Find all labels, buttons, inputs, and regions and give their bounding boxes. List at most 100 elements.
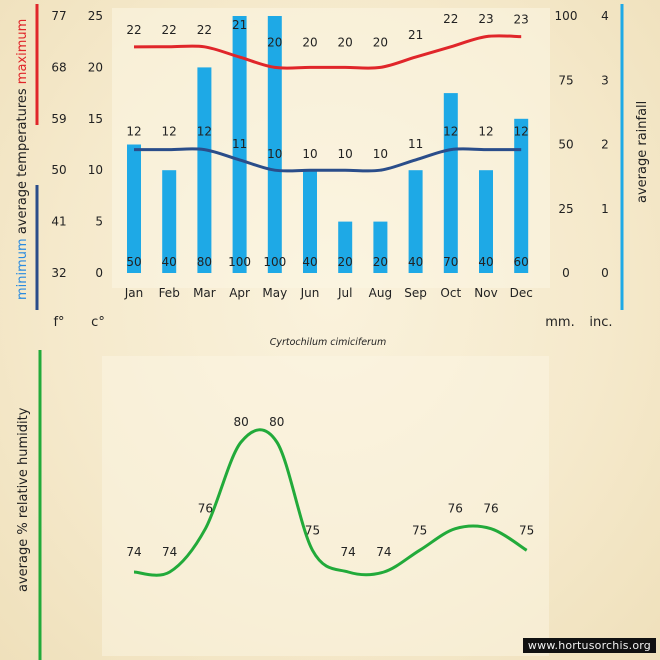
maximum-data-label: 21 bbox=[232, 18, 247, 32]
rainfall-bar bbox=[127, 144, 141, 273]
humidity-data-label: 75 bbox=[305, 523, 320, 537]
maximum-data-label: 20 bbox=[267, 35, 282, 49]
humidity-axis-title: average % relative humidity bbox=[16, 407, 31, 592]
fahrenheit-unit-label: f° bbox=[53, 315, 64, 330]
rainfall-bar bbox=[408, 170, 423, 273]
celsius-tick-label: 25 bbox=[88, 9, 103, 23]
rainfall-data-label: 20 bbox=[338, 255, 353, 269]
rainfall-bar bbox=[479, 170, 493, 273]
inch-tick-label: 0 bbox=[601, 266, 609, 280]
maximum-data-label: 23 bbox=[478, 12, 493, 26]
left-axis-title-minimum: minimum bbox=[15, 238, 30, 300]
credit-label: www.hortusorchis.org bbox=[522, 638, 656, 653]
maximum-data-label: 23 bbox=[514, 13, 529, 27]
maximum-data-label: 22 bbox=[162, 23, 177, 37]
minimum-data-label: 12 bbox=[162, 125, 177, 139]
mm-tick-label: 75 bbox=[558, 73, 573, 87]
rainfall-data-label: 40 bbox=[478, 255, 493, 269]
humidity-data-label: 74 bbox=[162, 545, 177, 559]
inch-tick-label: 4 bbox=[601, 9, 609, 23]
maximum-temperature-line bbox=[133, 34, 522, 70]
minimum-data-label: 11 bbox=[408, 137, 423, 151]
rainfall-bar bbox=[162, 170, 177, 273]
fahrenheit-tick-label: 59 bbox=[51, 112, 66, 126]
month-tick-label: Oct bbox=[440, 286, 461, 300]
rainfall-data-label: 40 bbox=[302, 255, 317, 269]
right-axis-title: average rainfall bbox=[635, 101, 650, 203]
humidity-data-label: 74 bbox=[341, 545, 356, 559]
rainfall-data-label: 50 bbox=[126, 255, 141, 269]
minimum-data-label: 12 bbox=[126, 125, 141, 139]
rainfall-data-label: 20 bbox=[373, 255, 388, 269]
minimum-temperature-line bbox=[133, 147, 522, 173]
inch-tick-label: 1 bbox=[601, 202, 609, 216]
celsius-tick-label: 5 bbox=[95, 215, 103, 229]
rainfall-bar bbox=[373, 221, 388, 273]
humidity-data-label: 80 bbox=[233, 415, 248, 429]
humidity-data-label: 75 bbox=[519, 523, 534, 537]
inch-tick-label: 2 bbox=[601, 138, 609, 152]
month-tick-label: Jul bbox=[337, 286, 352, 300]
minimum-data-label: 12 bbox=[514, 125, 529, 139]
maximum-data-label: 20 bbox=[302, 35, 317, 49]
maximum-data-label: 22 bbox=[126, 23, 141, 37]
humidity-data-label: 76 bbox=[448, 502, 463, 516]
left-axis-title-middle: average temperatures bbox=[15, 84, 30, 238]
celsius-tick-label: 15 bbox=[88, 112, 103, 126]
mm-tick-label: 50 bbox=[558, 138, 573, 152]
fahrenheit-tick-label: 32 bbox=[51, 266, 66, 280]
humidity-data-label: 74 bbox=[376, 545, 391, 559]
rainfall-bar bbox=[303, 170, 317, 273]
mm-unit-label: mm. bbox=[545, 315, 574, 330]
species-caption: Cyrtochilum cimiciferum bbox=[270, 337, 387, 348]
rainfall-bar bbox=[514, 118, 529, 273]
minimum-data-label: 10 bbox=[373, 147, 388, 161]
temperature-rainfall-chart: minimum average temperatures maximumaver… bbox=[15, 4, 650, 348]
inch-unit-label: inc. bbox=[589, 315, 612, 330]
inch-tick-label: 3 bbox=[601, 73, 609, 87]
rainfall-data-label: 60 bbox=[514, 255, 529, 269]
rainfall-bar bbox=[338, 221, 353, 273]
humidity-line bbox=[133, 428, 528, 577]
fahrenheit-tick-label: 41 bbox=[51, 215, 66, 229]
minimum-data-label: 10 bbox=[267, 147, 282, 161]
humidity-chart: average % relative humidity 74 74 76 80 80 75 7… bbox=[16, 350, 549, 660]
maximum-data-label: 20 bbox=[373, 35, 388, 49]
minimum-data-label: 10 bbox=[338, 147, 353, 161]
mm-tick-label: 25 bbox=[558, 202, 573, 216]
minimum-data-label: 12 bbox=[197, 125, 212, 139]
month-tick-label: Nov bbox=[474, 286, 497, 300]
month-tick-label: Feb bbox=[159, 286, 180, 300]
maximum-data-label: 22 bbox=[443, 12, 458, 26]
rainfall-data-label: 40 bbox=[162, 255, 177, 269]
month-tick-label: Aug bbox=[369, 286, 392, 300]
humidity-data-label: 80 bbox=[269, 415, 284, 429]
month-tick-label: Mar bbox=[193, 286, 216, 300]
rainfall-data-label: 40 bbox=[408, 255, 423, 269]
left-axis-title-maximum: maximum bbox=[15, 19, 30, 85]
humidity-data-label: 74 bbox=[126, 545, 141, 559]
maximum-data-label: 20 bbox=[338, 35, 353, 49]
minimum-data-label: 10 bbox=[302, 147, 317, 161]
rainfall-data-label: 80 bbox=[197, 255, 212, 269]
maximum-data-label: 22 bbox=[197, 23, 212, 37]
rainfall-bar bbox=[267, 16, 282, 273]
mm-tick-label: 100 bbox=[555, 9, 578, 23]
humidity-data-label: 76 bbox=[198, 502, 213, 516]
humidity-data-label: 76 bbox=[483, 502, 498, 516]
minimum-data-label: 11 bbox=[232, 137, 247, 151]
rainfall-bar bbox=[197, 67, 212, 274]
rainfall-bar bbox=[232, 16, 247, 273]
left-axis-title: minimum average temperatures maximum bbox=[15, 19, 30, 300]
celsius-tick-label: 0 bbox=[95, 266, 103, 280]
month-tick-label: Jun bbox=[300, 286, 320, 300]
rainfall-data-label: 100 bbox=[228, 255, 251, 269]
fahrenheit-tick-label: 77 bbox=[51, 9, 66, 23]
fahrenheit-tick-label: 68 bbox=[51, 60, 66, 74]
month-tick-label: Jan bbox=[124, 286, 144, 300]
celsius-tick-label: 10 bbox=[88, 163, 103, 177]
rainfall-bar bbox=[443, 93, 458, 273]
mm-tick-label: 0 bbox=[562, 266, 570, 280]
